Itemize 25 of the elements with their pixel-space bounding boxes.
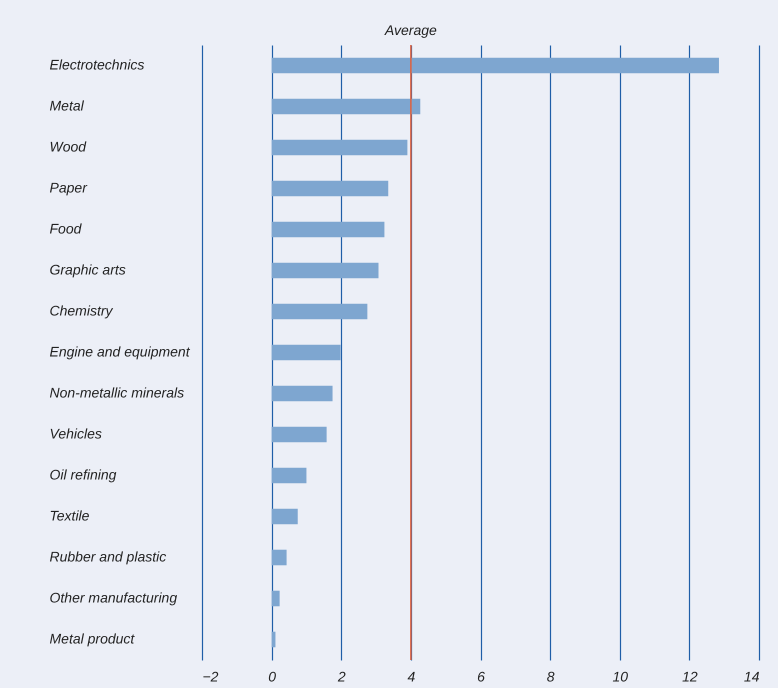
y-tick-label: Paper bbox=[50, 180, 88, 196]
y-tick-label: Wood bbox=[50, 138, 88, 154]
x-tick-label: 2 bbox=[336, 668, 346, 684]
y-tick-label: Rubber and plastic bbox=[50, 548, 166, 564]
y-tick-label: Non-metallic minerals bbox=[50, 384, 184, 400]
y-tick-label: Oil refining bbox=[50, 466, 117, 482]
y-tick-label: Metal bbox=[50, 98, 85, 114]
x-tick-label: 12 bbox=[682, 668, 698, 684]
x-tick-label: 8 bbox=[546, 668, 555, 684]
x-tick-label: 6 bbox=[477, 668, 486, 684]
y-tick-label: Vehicles bbox=[50, 426, 102, 442]
x-tick-label: 0 bbox=[268, 668, 276, 684]
x-tick-label: 10 bbox=[612, 668, 628, 684]
y-tick-label: Textile bbox=[50, 508, 90, 524]
y-tick-label: Metal product bbox=[50, 630, 136, 646]
y-tick-label: Electrotechnics bbox=[50, 56, 144, 72]
y-tick-label: Engine and equipment bbox=[50, 344, 191, 360]
y-tick-label: Chemistry bbox=[50, 302, 114, 318]
x-tick-label: 4 bbox=[407, 668, 416, 684]
y-tick-label: Food bbox=[50, 220, 83, 236]
x-tick-label: −2 bbox=[202, 668, 219, 684]
y-tick-label: Graphic arts bbox=[50, 262, 126, 278]
ref-line-label: Average bbox=[384, 22, 438, 38]
x-tick-label: 14 bbox=[744, 668, 760, 684]
y-tick-label: Other manufacturing bbox=[50, 590, 178, 606]
